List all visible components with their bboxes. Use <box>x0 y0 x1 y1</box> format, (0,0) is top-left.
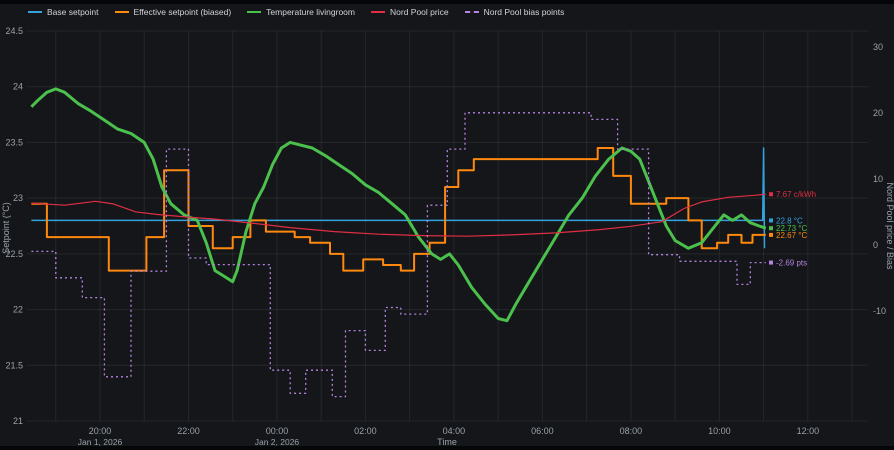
current-value-annotations: 7.67 c/kWh 22.8 °C22.73 °C22.67 °C -2.69 p… <box>769 190 816 268</box>
value-annotation-label: 22.67 °C <box>776 231 807 240</box>
legend-item-temperature-livingroom[interactable]: Temperature livingroom <box>247 7 355 17</box>
y-right-tick-label: -10 <box>873 306 886 316</box>
x-axis-title: Time <box>437 437 457 447</box>
value-annotation-marker <box>769 192 773 197</box>
x-tick-label: 02:00 <box>354 426 377 436</box>
gridlines <box>27 30 868 422</box>
legend-item-label: Nord Pool bias points <box>483 7 565 17</box>
y-left-tick-label: 22.5 <box>5 249 23 259</box>
x-tick-label: 08:00 <box>620 426 643 436</box>
y-right-tick-label: 30 <box>873 42 883 52</box>
legend-item-effective-setpoint-biased[interactable]: Effective setpoint (biased) <box>114 7 232 17</box>
value-annotation-marker <box>769 260 773 265</box>
legend: Base setpoint Effective setpoint (biased)… <box>28 7 564 17</box>
y-left-axis-title: Setpoint (°C) <box>1 202 11 254</box>
y-left-tick-label: 21 <box>13 416 23 426</box>
series-temperature-livingroom <box>30 87 767 323</box>
x-tick-label: 06:00 <box>531 426 554 436</box>
y-right-tick-label: 0 <box>873 240 878 250</box>
y-right-tick-label: 20 <box>873 108 883 118</box>
y-right-tick-label: 10 <box>873 174 883 184</box>
x-tick-label: 04:00 <box>443 426 466 436</box>
y-left-tick-label: 23.5 <box>5 137 23 147</box>
series-nord-pool-bias-points <box>31 112 766 398</box>
x-tick-label: 00:00 <box>266 426 289 436</box>
x-tick-label: 22:00 <box>177 426 200 436</box>
value-annotation-label: 22.8 °C <box>776 216 803 225</box>
y-left-tick-label: 24.5 <box>5 26 23 36</box>
legend-item-label: Temperature livingroom <box>266 7 355 17</box>
x-tick-label: 10:00 <box>708 426 731 436</box>
x-axis-date-label: Jan 1, 2026 <box>78 437 123 447</box>
value-annotation-marker <box>769 218 773 223</box>
legend-item-nord-pool-bias-points[interactable]: Nord Pool bias points <box>464 7 565 17</box>
value-annotation-marker <box>769 226 773 231</box>
value-annotation-label: 22.73 °C <box>776 224 807 233</box>
value-annotation-marker <box>769 232 773 237</box>
x-axis-date-label: Jan 2, 2026 <box>255 437 300 447</box>
y-left-tick-label: 23 <box>13 193 23 203</box>
legend-marker <box>114 11 129 13</box>
chart-panel <box>0 4 894 446</box>
series-base-setpoint <box>31 147 766 249</box>
y-left-tick-label: 22 <box>13 305 23 315</box>
axis-tick-labels: 20:00 22:00 00:00 02:00 04:00 06:00 08:00 10:00… <box>5 26 886 447</box>
series-lines <box>30 87 767 398</box>
legend-item-label: Nord Pool price <box>390 7 449 17</box>
legend-item-base-setpoint[interactable]: Base setpoint <box>28 7 99 17</box>
x-tick-label: 20:00 <box>89 426 112 436</box>
y-left-tick-label: 21.5 <box>5 360 23 370</box>
series-nord-pool-price <box>31 193 766 237</box>
legend-item-label: Effective setpoint (biased) <box>133 7 232 17</box>
y-right-axis-title: Nord Pool price / Bias <box>885 182 894 270</box>
x-tick-label: 12:00 <box>797 426 820 436</box>
value-annotation-label: 7.67 c/kWh <box>776 190 816 199</box>
y-left-tick-label: 24 <box>13 82 23 92</box>
legend-marker <box>464 11 479 13</box>
value-annotation-label: -2.69 pts <box>776 259 807 268</box>
legend-item-label: Base setpoint <box>47 7 99 17</box>
legend-item-nord-pool-price[interactable]: Nord Pool price <box>371 7 449 17</box>
legend-marker <box>28 11 42 13</box>
legend-marker <box>247 11 262 13</box>
legend-marker <box>371 11 385 13</box>
